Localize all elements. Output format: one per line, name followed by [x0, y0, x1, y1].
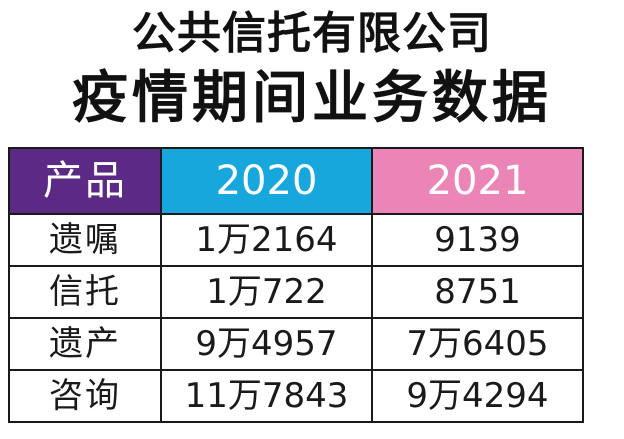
header-2020: 2020 — [160, 147, 373, 215]
title-subject: 疫情期间业务数据 — [72, 66, 552, 131]
cell-estate-2020: 9万4957 — [160, 317, 373, 371]
table-row: 咨询 11万7843 9万4294 — [8, 369, 584, 423]
row-label-estate: 遗产 — [8, 317, 162, 371]
header-2021: 2021 — [371, 147, 584, 215]
cell-trust-2021: 8751 — [371, 265, 584, 319]
table-row: 信托 1万722 8751 — [8, 265, 584, 319]
cell-consult-2020: 11万7843 — [160, 369, 373, 423]
cell-will-2021: 9139 — [371, 213, 584, 267]
row-label-consult: 咨询 — [8, 369, 162, 423]
row-label-will: 遗嘱 — [8, 213, 162, 267]
cell-consult-2021: 9万4294 — [371, 369, 584, 423]
cell-estate-2021: 7万6405 — [371, 317, 584, 371]
table-header-row: 产品 2020 2021 — [8, 147, 584, 215]
business-data-table: 产品 2020 2021 遗嘱 1万2164 9139 信托 1万722 875… — [8, 147, 584, 423]
table-row: 遗嘱 1万2164 9139 — [8, 213, 584, 267]
cell-trust-2020: 1万722 — [160, 265, 373, 319]
row-label-trust: 信托 — [8, 265, 162, 319]
cell-will-2020: 1万2164 — [160, 213, 373, 267]
title-company: 公共信托有限公司 — [132, 8, 492, 59]
header-product: 产品 — [8, 147, 162, 215]
table-row: 遗产 9万4957 7万6405 — [8, 317, 584, 371]
